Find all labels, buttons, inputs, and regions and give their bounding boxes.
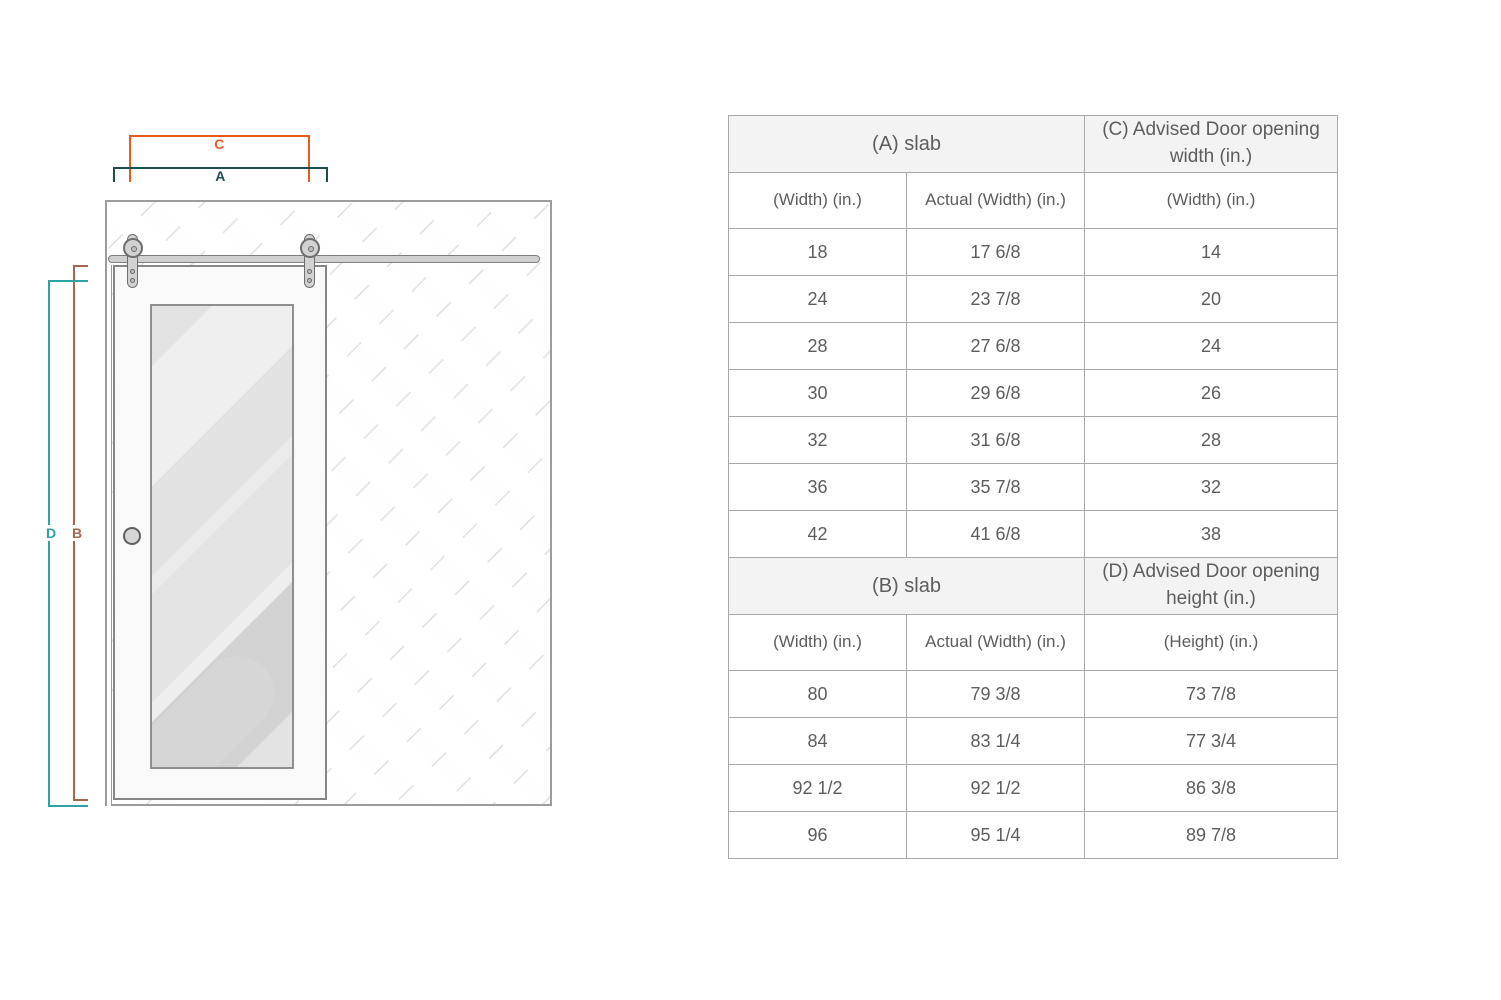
section-a-title: (A) slab <box>728 115 1085 173</box>
column-header: Actual (Width) (in.) <box>906 172 1085 229</box>
table-row: 84 83 1/4 77 3/4 <box>728 717 1338 765</box>
cell: 41 6/8 <box>906 510 1085 558</box>
cell: 77 3/4 <box>1084 717 1338 765</box>
dimension-bracket-c <box>129 135 310 182</box>
cell: 73 7/8 <box>1084 670 1338 718</box>
wheel-hub-icon <box>131 246 137 252</box>
column-header: (Width) (in.) <box>728 614 907 671</box>
bolt-icon <box>130 269 135 274</box>
table-row: 30 29 6/8 26 <box>728 369 1338 417</box>
section-c-title: (C) Advised Door opening width (in.) <box>1084 115 1338 173</box>
dimension-bracket-d <box>48 280 88 807</box>
door-slab <box>113 265 327 800</box>
bolt-icon <box>307 269 312 274</box>
roller-wheel-left <box>123 238 143 258</box>
door-jamb-strip <box>105 265 112 806</box>
cell: 24 <box>1084 322 1338 370</box>
cell: 29 6/8 <box>906 369 1085 417</box>
sliding-track-rail <box>108 255 540 263</box>
cell: 20 <box>1084 275 1338 323</box>
cell: 24 <box>728 275 907 323</box>
section-b-title: (B) slab <box>728 557 1085 615</box>
cell: 89 7/8 <box>1084 811 1338 859</box>
dimension-label-a: A <box>215 168 226 184</box>
cell: 23 7/8 <box>906 275 1085 323</box>
bolt-icon <box>130 278 135 283</box>
cell: 96 <box>728 811 907 859</box>
cell: 32 <box>1084 463 1338 511</box>
cell: 79 3/8 <box>906 670 1085 718</box>
dimension-label-c: C <box>214 136 225 152</box>
roller-wheel-right <box>300 238 320 258</box>
glass-panel <box>150 304 294 769</box>
barn-door-diagram: C A D B <box>0 0 700 1000</box>
column-header: Actual (Width) (in.) <box>906 614 1085 671</box>
cell: 28 <box>728 322 907 370</box>
door-size-table: (A) slab (C) Advised Door opening width … <box>728 115 1338 859</box>
cell: 92 1/2 <box>906 764 1085 812</box>
table-row: 80 79 3/8 73 7/8 <box>728 670 1338 718</box>
cell: 83 1/4 <box>906 717 1085 765</box>
section-b-header-row: (B) slab (D) Advised Door opening height… <box>728 557 1338 615</box>
hanger-strap-left <box>127 234 138 288</box>
cell: 27 6/8 <box>906 322 1085 370</box>
cell: 84 <box>728 717 907 765</box>
table-row: 32 31 6/8 28 <box>728 416 1338 464</box>
cell: 30 <box>728 369 907 417</box>
dimension-bracket-a <box>113 167 328 182</box>
dimension-label-d: D <box>44 525 59 541</box>
cell: 28 <box>1084 416 1338 464</box>
cell: 31 6/8 <box>906 416 1085 464</box>
bolt-icon <box>307 278 312 283</box>
section-a-subheader-row: (Width) (in.) Actual (Width) (in.) (Widt… <box>728 172 1338 229</box>
door-knob <box>123 527 141 545</box>
section-b-subheader-row: (Width) (in.) Actual (Width) (in.) (Heig… <box>728 614 1338 671</box>
cell: 86 3/8 <box>1084 764 1338 812</box>
cell: 42 <box>728 510 907 558</box>
table-row: 96 95 1/4 89 7/8 <box>728 811 1338 859</box>
column-header: (Width) (in.) <box>728 172 907 229</box>
cell: 26 <box>1084 369 1338 417</box>
cell: 80 <box>728 670 907 718</box>
table-row: 24 23 7/8 20 <box>728 275 1338 323</box>
cell: 92 1/2 <box>728 764 907 812</box>
column-header: (Height) (in.) <box>1084 614 1338 671</box>
cell: 95 1/4 <box>906 811 1085 859</box>
table-row: 92 1/2 92 1/2 86 3/8 <box>728 764 1338 812</box>
dimension-label-b: B <box>70 525 85 541</box>
cell: 17 6/8 <box>906 228 1085 276</box>
cell: 35 7/8 <box>906 463 1085 511</box>
table-row: 42 41 6/8 38 <box>728 510 1338 558</box>
cell: 14 <box>1084 228 1338 276</box>
cell: 32 <box>728 416 907 464</box>
table-row: 36 35 7/8 32 <box>728 463 1338 511</box>
section-a-header-row: (A) slab (C) Advised Door opening width … <box>728 115 1338 173</box>
cell: 18 <box>728 228 907 276</box>
cell: 36 <box>728 463 907 511</box>
table-row: 18 17 6/8 14 <box>728 228 1338 276</box>
section-d-title: (D) Advised Door opening height (in.) <box>1084 557 1338 615</box>
wheel-hub-icon <box>308 246 314 252</box>
table-row: 28 27 6/8 24 <box>728 322 1338 370</box>
cell: 38 <box>1084 510 1338 558</box>
column-header: (Width) (in.) <box>1084 172 1338 229</box>
hanger-strap-right <box>304 234 315 288</box>
